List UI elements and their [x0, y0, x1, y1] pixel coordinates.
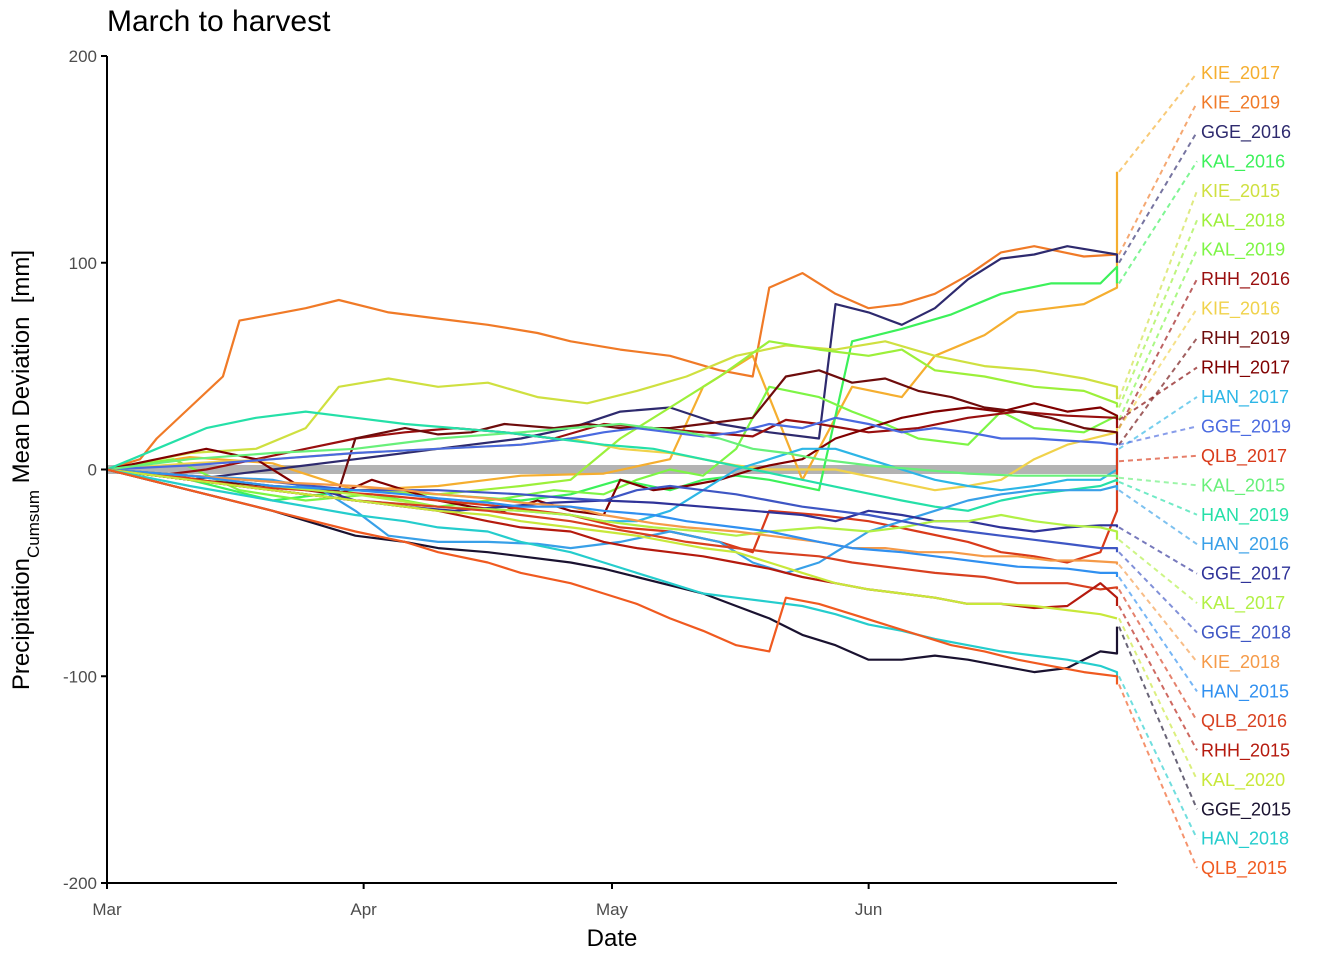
legend-connector-RHH_2016 — [1118, 278, 1198, 429]
legend-label-QLB_2017: QLB_2017 — [1201, 446, 1287, 467]
legend-label-KAL_2020: KAL_2020 — [1201, 770, 1285, 791]
legend-label-HAN_2017: HAN_2017 — [1201, 387, 1289, 408]
legend-connector-QLB_2015 — [1118, 684, 1198, 869]
series-line-KIE_2019 — [106, 245, 1118, 471]
series-line-GGE_2018 — [106, 468, 1119, 553]
series-line-KIE_2018 — [106, 468, 1119, 565]
legend-label-KAL_2015: KAL_2015 — [1201, 475, 1285, 496]
legend-connector-HAN_2018 — [1118, 675, 1198, 840]
legend-connectors — [1118, 72, 1198, 869]
legend-connector-KAL_2018 — [1118, 219, 1198, 408]
legend-label-KIE_2017: KIE_2017 — [1201, 63, 1280, 84]
series-line-HAN_2015 — [106, 468, 1119, 577]
x-axis-label: Date — [587, 925, 638, 952]
legend-label-QLB_2016: QLB_2016 — [1201, 711, 1287, 732]
series-line-KAL_2015 — [106, 422, 1119, 478]
y-axis-label-rest: Mean Deviation [mm] — [8, 250, 35, 490]
series-line-HAN_2019 — [106, 410, 1119, 512]
legend-label-HAN_2018: HAN_2018 — [1201, 829, 1289, 850]
series-line-KIE_2017 — [106, 171, 1119, 492]
legend-label-KAL_2016: KAL_2016 — [1201, 151, 1285, 172]
legend-connector-KAL_2019 — [1118, 249, 1198, 421]
y-tick-label: 200 — [69, 47, 97, 66]
y-tick-label: 100 — [69, 254, 97, 273]
series-line-KAL_2020 — [106, 468, 1118, 620]
x-tick-label: Jun — [855, 900, 882, 919]
legend-connector-KIE_2019 — [1118, 101, 1198, 255]
legend-connector-QLB_2016 — [1118, 588, 1198, 722]
series-line-QLB_2016 — [106, 468, 1119, 591]
y-tick-label: -100 — [63, 667, 97, 686]
legend-label-GGE_2016: GGE_2016 — [1201, 122, 1291, 143]
legend-label-GGE_2015: GGE_2015 — [1201, 799, 1291, 820]
legend-connector-GGE_2016 — [1118, 131, 1198, 264]
legend-label-KIE_2019: KIE_2019 — [1201, 92, 1280, 113]
series-line-HAN_2018 — [106, 468, 1119, 677]
series-line-GGE_2016 — [106, 245, 1119, 481]
legend-connector-KAL_2017 — [1118, 539, 1198, 604]
legend-label-GGE_2017: GGE_2017 — [1201, 564, 1291, 585]
legend-label-GGE_2018: GGE_2018 — [1201, 623, 1291, 644]
series-line-GGE_2015 — [106, 468, 1119, 674]
y-tick-label: -200 — [63, 874, 97, 893]
legend-connector-HAN_2017 — [1118, 396, 1198, 450]
legend-connector-RHH_2019 — [1118, 337, 1198, 446]
legend-label-RHH_2016: RHH_2016 — [1201, 269, 1290, 290]
legend-label-HAN_2016: HAN_2016 — [1201, 534, 1289, 555]
series-line-KIE_2015 — [106, 340, 1119, 471]
y-tick-label: 0 — [88, 461, 97, 480]
legend-connector-KAL_2016 — [1118, 160, 1198, 284]
legend-label-RHH_2017: RHH_2017 — [1201, 358, 1290, 379]
legend-label-QLB_2015: QLB_2015 — [1201, 858, 1287, 879]
legend-connector-KAL_2020 — [1118, 617, 1198, 781]
legend-connector-GGE_2017 — [1118, 526, 1198, 575]
legend-label-RHH_2019: RHH_2019 — [1201, 328, 1290, 349]
chart-title: March to harvest — [107, 5, 331, 38]
legend-connector-GGE_2015 — [1118, 626, 1198, 810]
legend-label-RHH_2015: RHH_2015 — [1201, 740, 1290, 761]
legend-connector-HAN_2016 — [1118, 489, 1198, 546]
legend-connector-HAN_2019 — [1118, 480, 1198, 516]
legend-label-KIE_2016: KIE_2016 — [1201, 299, 1280, 320]
y-axis-label-main: Precipitation — [8, 558, 35, 690]
legend-label-KAL_2018: KAL_2018 — [1201, 210, 1285, 231]
legend-connector-KIE_2018 — [1118, 563, 1198, 663]
legend-label-KIE_2015: KIE_2015 — [1201, 181, 1280, 202]
legend-label-GGE_2019: GGE_2019 — [1201, 416, 1291, 437]
series-layer — [106, 171, 1119, 685]
legend-label-HAN_2015: HAN_2015 — [1201, 681, 1289, 702]
legend-connector-QLB_2017 — [1118, 454, 1198, 463]
legend-label-KAL_2017: KAL_2017 — [1201, 593, 1285, 614]
legend-connector-KAL_2015 — [1118, 476, 1198, 487]
legend-connector-GGE_2018 — [1118, 551, 1198, 634]
legend-connector-KIE_2016 — [1118, 308, 1198, 429]
y-axis-label: PrecipitationCumsum Mean Deviation [mm] — [8, 250, 43, 690]
x-tick-label: Mar — [92, 900, 122, 919]
legend-label-KIE_2018: KIE_2018 — [1201, 652, 1280, 673]
x-tick-label: May — [596, 900, 629, 919]
y-axis-label-sub: Cumsum — [24, 490, 43, 558]
series-line-HAN_2016 — [106, 468, 1119, 575]
legend-connector-KIE_2015 — [1118, 190, 1198, 400]
legend-connector-RHH_2017 — [1118, 366, 1198, 421]
series-line-QLB_2015 — [106, 468, 1119, 685]
legend-connector-RHH_2015 — [1118, 605, 1198, 751]
legend: KIE_2017 KIE_2019 GGE_2016 KAL_2016 KIE_2015… — [1201, 63, 1291, 879]
legend-label-KAL_2019: KAL_2019 — [1201, 240, 1285, 261]
axes: 200 100 0 -100 -200 Mar Apr May Jun — [63, 47, 1117, 919]
legend-connector-KIE_2017 — [1118, 72, 1198, 173]
series-line-GGE_2019 — [106, 416, 1118, 471]
legend-connector-GGE_2019 — [1118, 425, 1198, 446]
x-tick-label: Apr — [350, 900, 377, 919]
legend-label-HAN_2019: HAN_2019 — [1201, 505, 1289, 526]
